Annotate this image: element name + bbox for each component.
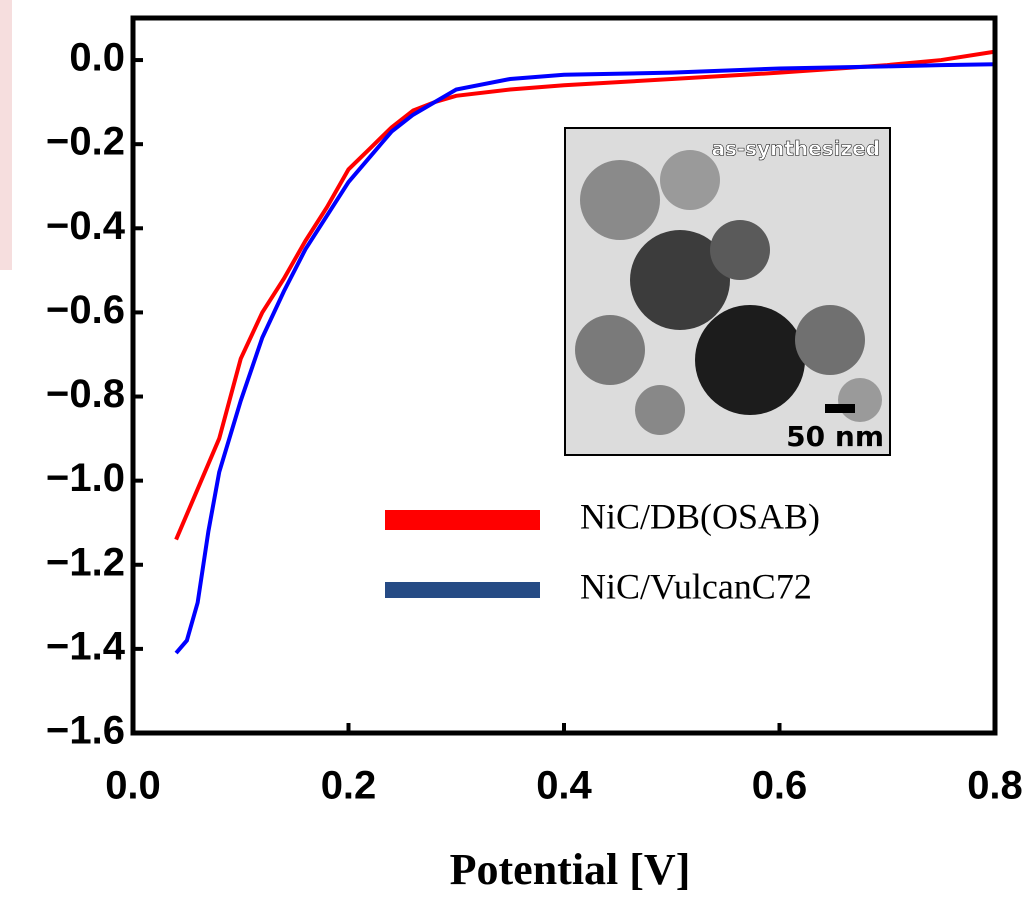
y-tick-label: −0.2 <box>46 120 125 164</box>
x-tick-label: 0.8 <box>967 764 1023 808</box>
x-tick-label: 0.2 <box>321 764 377 808</box>
x-tick-label: 0.4 <box>536 764 592 808</box>
y-tick-label: −0.4 <box>46 204 126 248</box>
x-axis-label: Potential [V] <box>450 845 691 894</box>
y-tick-label: −1.6 <box>46 709 125 753</box>
legend-label: NiC/DB(OSAB) <box>580 496 820 536</box>
y-tick-label: −1.2 <box>46 540 125 584</box>
inset-label: as-synthesized <box>711 137 880 161</box>
y-tick-label: −1.0 <box>46 456 125 500</box>
edge-strip <box>0 0 12 270</box>
x-tick-label: 0.0 <box>105 764 161 808</box>
legend-label: NiC/VulcanC72 <box>580 566 812 606</box>
y-tick-label: 0.0 <box>69 36 125 80</box>
inset-image: as-synthesized 50 nm <box>565 128 890 455</box>
y-tick-label: −1.4 <box>46 624 126 668</box>
y-tick-label: −0.6 <box>46 288 125 332</box>
x-tick-label: 0.6 <box>752 764 808 808</box>
chart: as-synthesized 50 nm Potential [V] 0.0 −0… <box>0 0 1036 906</box>
y-tick-label: −0.8 <box>46 372 125 416</box>
scale-bar-label: 50 nm <box>786 420 884 453</box>
